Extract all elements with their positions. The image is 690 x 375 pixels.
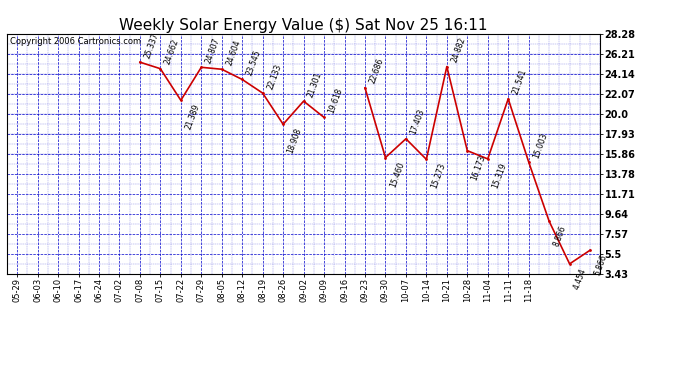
Text: Copyright 2006 Cartronics.com: Copyright 2006 Cartronics.com	[10, 38, 141, 46]
Text: 15.319: 15.319	[491, 162, 508, 190]
Text: 22.133: 22.133	[266, 63, 283, 90]
Text: 5.866: 5.866	[593, 253, 609, 276]
Text: 8.866: 8.866	[552, 224, 568, 248]
Text: 19.618: 19.618	[327, 87, 344, 115]
Text: 4.454: 4.454	[573, 267, 589, 290]
Text: 21.301: 21.301	[306, 70, 324, 98]
Text: 22.686: 22.686	[368, 57, 385, 85]
Text: 24.882: 24.882	[450, 36, 467, 64]
Text: 24.604: 24.604	[224, 38, 242, 66]
Text: 24.662: 24.662	[163, 38, 181, 66]
Text: 21.541: 21.541	[511, 68, 529, 96]
Text: 16.173: 16.173	[470, 153, 488, 182]
Text: 15.273: 15.273	[429, 162, 446, 190]
Text: 21.389: 21.389	[184, 103, 201, 131]
Text: 17.403: 17.403	[408, 108, 426, 136]
Text: 15.460: 15.460	[388, 160, 406, 189]
Text: 15.003: 15.003	[531, 131, 549, 159]
Text: 18.908: 18.908	[286, 127, 304, 155]
Text: 25.337: 25.337	[143, 31, 160, 59]
Text: 23.545: 23.545	[245, 49, 263, 77]
Title: Weekly Solar Energy Value ($) Sat Nov 25 16:11: Weekly Solar Energy Value ($) Sat Nov 25…	[119, 18, 488, 33]
Text: 24.807: 24.807	[204, 36, 221, 64]
